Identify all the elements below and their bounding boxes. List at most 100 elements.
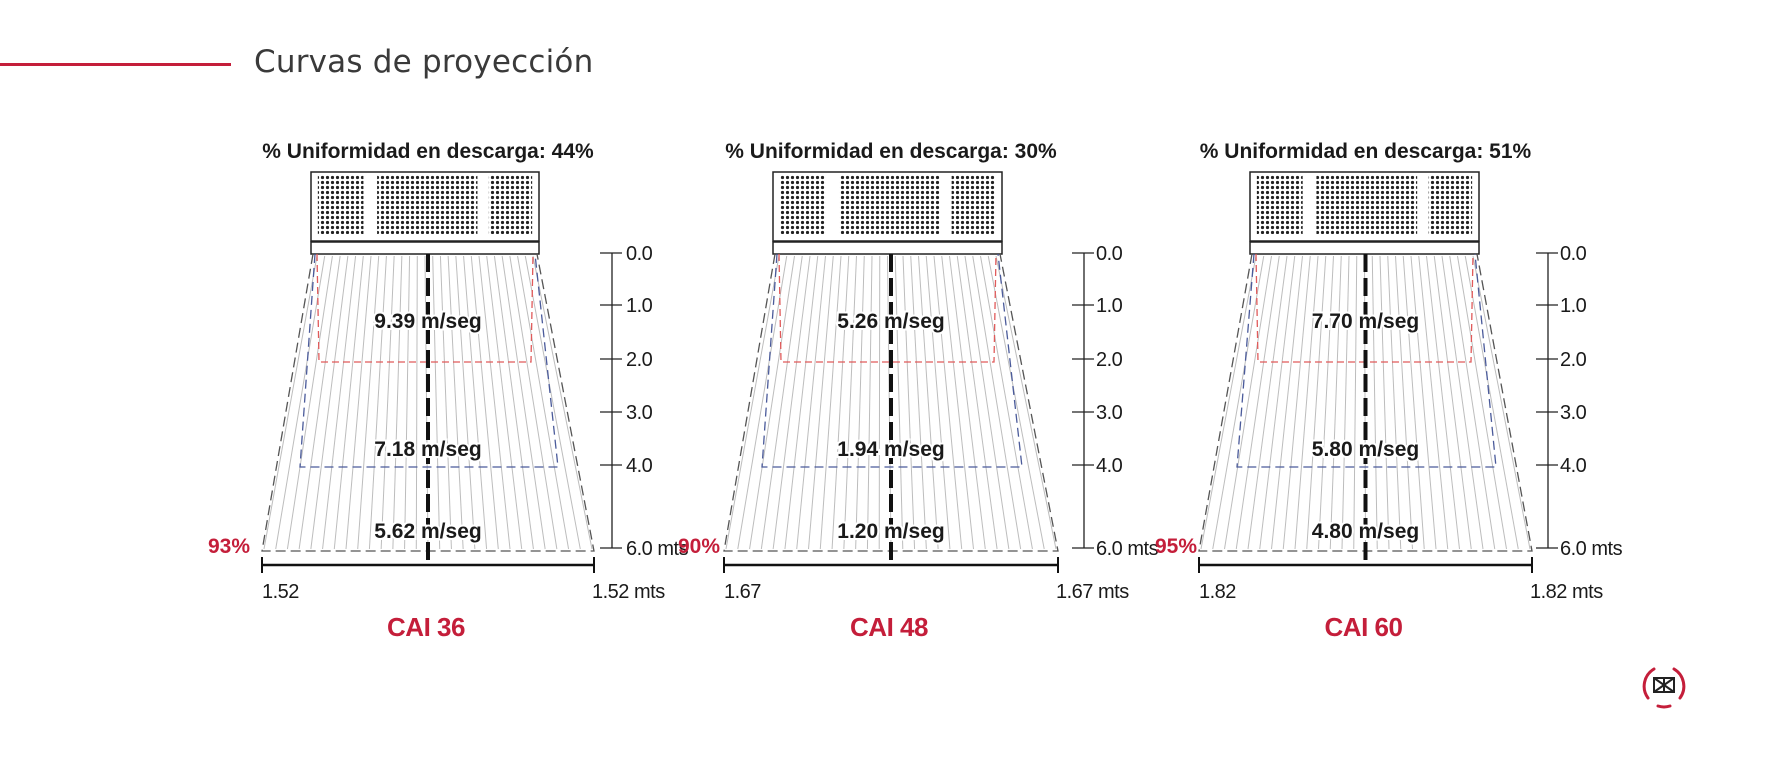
grille-panel-1 xyxy=(1256,175,1303,234)
width-right-label: 1.67 mts xyxy=(1056,581,1129,603)
height-tick-label: 1.0 xyxy=(626,295,653,317)
flow-line xyxy=(1379,255,1390,550)
flow-line xyxy=(910,255,927,550)
flow-line xyxy=(878,255,881,550)
velocity-label: 7.18 m/seg xyxy=(374,438,481,461)
flow-line xyxy=(275,255,326,550)
width-right-label: 1.52 mts xyxy=(592,581,665,603)
grille-panel-1 xyxy=(317,175,364,234)
height-tick-label: 3.0 xyxy=(1560,402,1587,424)
height-tick-label: 1.0 xyxy=(1560,295,1587,317)
coverage-label: 93% xyxy=(208,535,250,558)
height-tick-label: 6.0 mts xyxy=(626,538,689,560)
uniformity-label: % Uniformidad en descarga: 30% xyxy=(725,140,1057,163)
model-name: CAI 48 xyxy=(850,612,928,642)
coverage-label: 90% xyxy=(678,535,720,558)
red-zone-outline xyxy=(316,253,534,363)
flow-line xyxy=(1418,255,1449,550)
flow-line xyxy=(1341,255,1350,550)
velocity-label: 5.80 m/seg xyxy=(1312,438,1419,461)
flow-line xyxy=(1402,255,1425,550)
flow-line xyxy=(1282,255,1311,550)
flow-line xyxy=(501,255,546,550)
unit-panel-1: % Uniformidad en descarga: 44% 9.39 m/seg… xyxy=(208,140,689,642)
flow-line xyxy=(894,255,904,550)
flow-line xyxy=(1395,255,1413,550)
velocity-label: 4.80 m/seg xyxy=(1312,520,1419,543)
flow-line xyxy=(1235,255,1280,550)
flow-line xyxy=(368,255,387,550)
flow-line xyxy=(808,255,834,550)
flow-line xyxy=(725,255,780,550)
flow-line xyxy=(796,255,826,550)
flow-line xyxy=(380,255,395,550)
flow-line xyxy=(941,255,974,550)
velocity-label: 1.20 m/seg xyxy=(837,520,944,543)
model-name: CAI 60 xyxy=(1325,612,1403,642)
flow-line xyxy=(322,255,357,550)
height-tick-label: 6.0 mts xyxy=(1560,538,1623,560)
flow-line xyxy=(1271,255,1303,550)
height-tick-label: 2.0 xyxy=(1560,349,1587,371)
flow-line xyxy=(310,255,349,550)
flow-line xyxy=(392,255,403,550)
flow-line xyxy=(866,255,873,550)
height-tick-label: 3.0 xyxy=(626,402,653,424)
height-tick-label: 2.0 xyxy=(1096,349,1123,371)
flow-line xyxy=(1371,255,1378,550)
flow-line xyxy=(298,255,341,550)
flow-line xyxy=(415,255,418,550)
flow-line xyxy=(831,255,850,550)
height-tick-label: 0.0 xyxy=(626,243,653,265)
flow-line xyxy=(517,255,570,550)
brand-logo-icon xyxy=(1642,667,1686,709)
height-tick-label: 4.0 xyxy=(1096,455,1123,477)
width-left-label: 1.82 xyxy=(1199,581,1236,603)
height-tick-label: 0.0 xyxy=(1096,243,1123,265)
unit-outlet xyxy=(772,241,1003,255)
flow-line xyxy=(1247,255,1288,550)
blue-zone-outline xyxy=(1236,253,1497,468)
blue-zone-outline xyxy=(299,253,559,468)
width-right-label: 1.82 mts xyxy=(1530,581,1603,603)
flow-line xyxy=(1318,255,1334,550)
flow-line xyxy=(509,255,558,550)
flow-line xyxy=(1306,255,1327,550)
blue-zone-outline xyxy=(761,253,1023,468)
height-tick-label: 2.0 xyxy=(626,349,653,371)
flow-line xyxy=(737,255,788,550)
unit-outlet xyxy=(310,241,540,255)
flow-line xyxy=(772,255,811,550)
flow-line xyxy=(933,255,963,550)
flow-line xyxy=(470,255,499,550)
unit-panel-2: % Uniformidad en descarga: 30% 5.26 m/seg… xyxy=(678,140,1159,642)
height-tick-label: 4.0 xyxy=(626,455,653,477)
flow-line xyxy=(1464,255,1519,550)
flow-line xyxy=(357,255,380,550)
height-tick-label: 6.0 mts xyxy=(1096,538,1159,560)
velocity-label: 5.62 m/seg xyxy=(374,520,481,543)
flow-line xyxy=(333,255,364,550)
flow-line xyxy=(855,255,865,550)
flow-line xyxy=(1387,255,1402,550)
flow-line xyxy=(478,255,511,550)
grille-panel-3 xyxy=(1428,175,1473,234)
flow-line xyxy=(524,255,581,550)
flow-line xyxy=(949,255,986,550)
flow-line xyxy=(439,255,452,550)
flow-line xyxy=(1441,255,1484,550)
flow-line xyxy=(404,255,411,550)
flow-line xyxy=(432,255,441,550)
flow-line xyxy=(1200,255,1257,550)
grille-panel-1 xyxy=(779,175,826,234)
velocity-label: 9.39 m/seg xyxy=(374,310,481,333)
flow-line xyxy=(532,255,593,550)
flow-line xyxy=(1457,255,1507,550)
height-tick-label: 3.0 xyxy=(1096,402,1123,424)
flow-line xyxy=(925,255,951,550)
uniformity-label: % Uniformidad en descarga: 51% xyxy=(1200,140,1532,163)
flow-line xyxy=(980,255,1033,550)
velocity-label: 1.94 m/seg xyxy=(837,438,944,461)
flow-line xyxy=(345,255,372,550)
grille-panel-2 xyxy=(839,175,941,234)
